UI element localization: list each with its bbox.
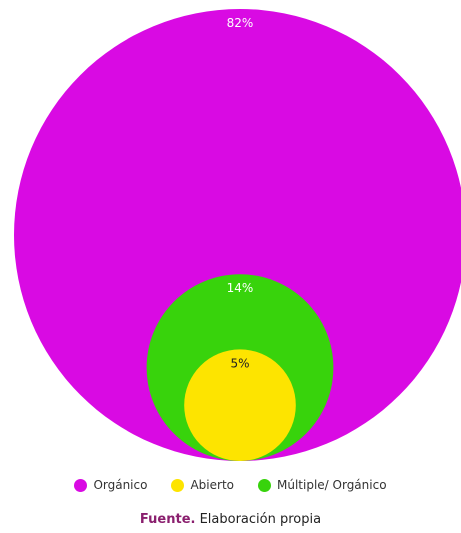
chart-legend: Orgánico Abierto Múltiple/ Orgánico bbox=[0, 478, 461, 492]
data-label-82: 82% bbox=[227, 16, 254, 30]
bubble-orgánico bbox=[14, 9, 461, 461]
data-label-14: 14% bbox=[227, 281, 254, 295]
source-text: Elaboración propia bbox=[195, 512, 322, 527]
source-note: Fuente. Elaboración propia bbox=[0, 512, 461, 527]
legend-swatch bbox=[258, 478, 271, 492]
legend-item: Orgánico bbox=[74, 478, 147, 492]
legend-label: Múltiple/ Orgánico bbox=[277, 478, 387, 492]
legend-swatch bbox=[74, 478, 88, 492]
legend-swatch bbox=[171, 478, 185, 492]
source-label: Fuente. bbox=[139, 512, 196, 527]
legend-label: Abierto bbox=[190, 478, 234, 492]
legend-label: Orgánico bbox=[93, 478, 148, 492]
data-label-5: 5% bbox=[230, 356, 249, 370]
bubble-abierto bbox=[184, 349, 296, 461]
legend-item: Abierto bbox=[171, 478, 234, 492]
legend-item: Múltiple/ Orgánico bbox=[258, 478, 387, 492]
